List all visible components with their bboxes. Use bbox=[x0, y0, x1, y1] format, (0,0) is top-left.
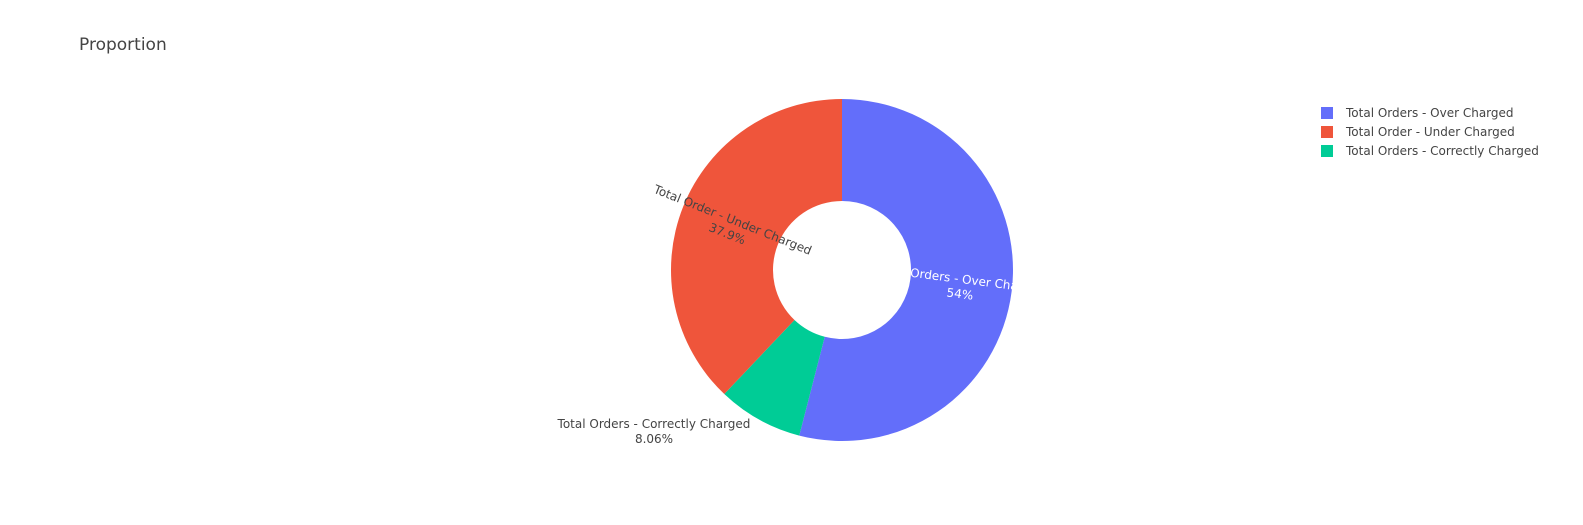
legend-item-total-order-under-charged[interactable]: Total Order - Under Charged bbox=[1321, 125, 1515, 139]
legend-swatch bbox=[1321, 126, 1333, 138]
slices bbox=[671, 99, 1013, 441]
legend-swatch bbox=[1321, 145, 1333, 157]
chart-title: Proportion bbox=[79, 35, 167, 55]
slice-label-total-orders-correctly-charged: Total Orders - Correctly Charged 8.06% bbox=[557, 417, 751, 446]
legend-item-total-orders-over-charged[interactable]: Total Orders - Over Charged bbox=[1321, 106, 1514, 120]
slice-total-orders-correctly-charged[interactable] bbox=[724, 320, 825, 436]
slice-total-order-under-charged[interactable] bbox=[671, 99, 842, 395]
legend: Total Orders - Over Charged Total Order -… bbox=[1321, 106, 1539, 158]
slice-total-orders-over-charged[interactable] bbox=[799, 99, 1013, 441]
legend-label: Total Orders - Correctly Charged bbox=[1345, 144, 1539, 158]
legend-item-total-orders-correctly-charged[interactable]: Total Orders - Correctly Charged bbox=[1321, 144, 1539, 158]
legend-swatch bbox=[1321, 107, 1333, 119]
legend-label: Total Orders - Over Charged bbox=[1345, 106, 1514, 120]
legend-label: Total Order - Under Charged bbox=[1345, 125, 1515, 139]
